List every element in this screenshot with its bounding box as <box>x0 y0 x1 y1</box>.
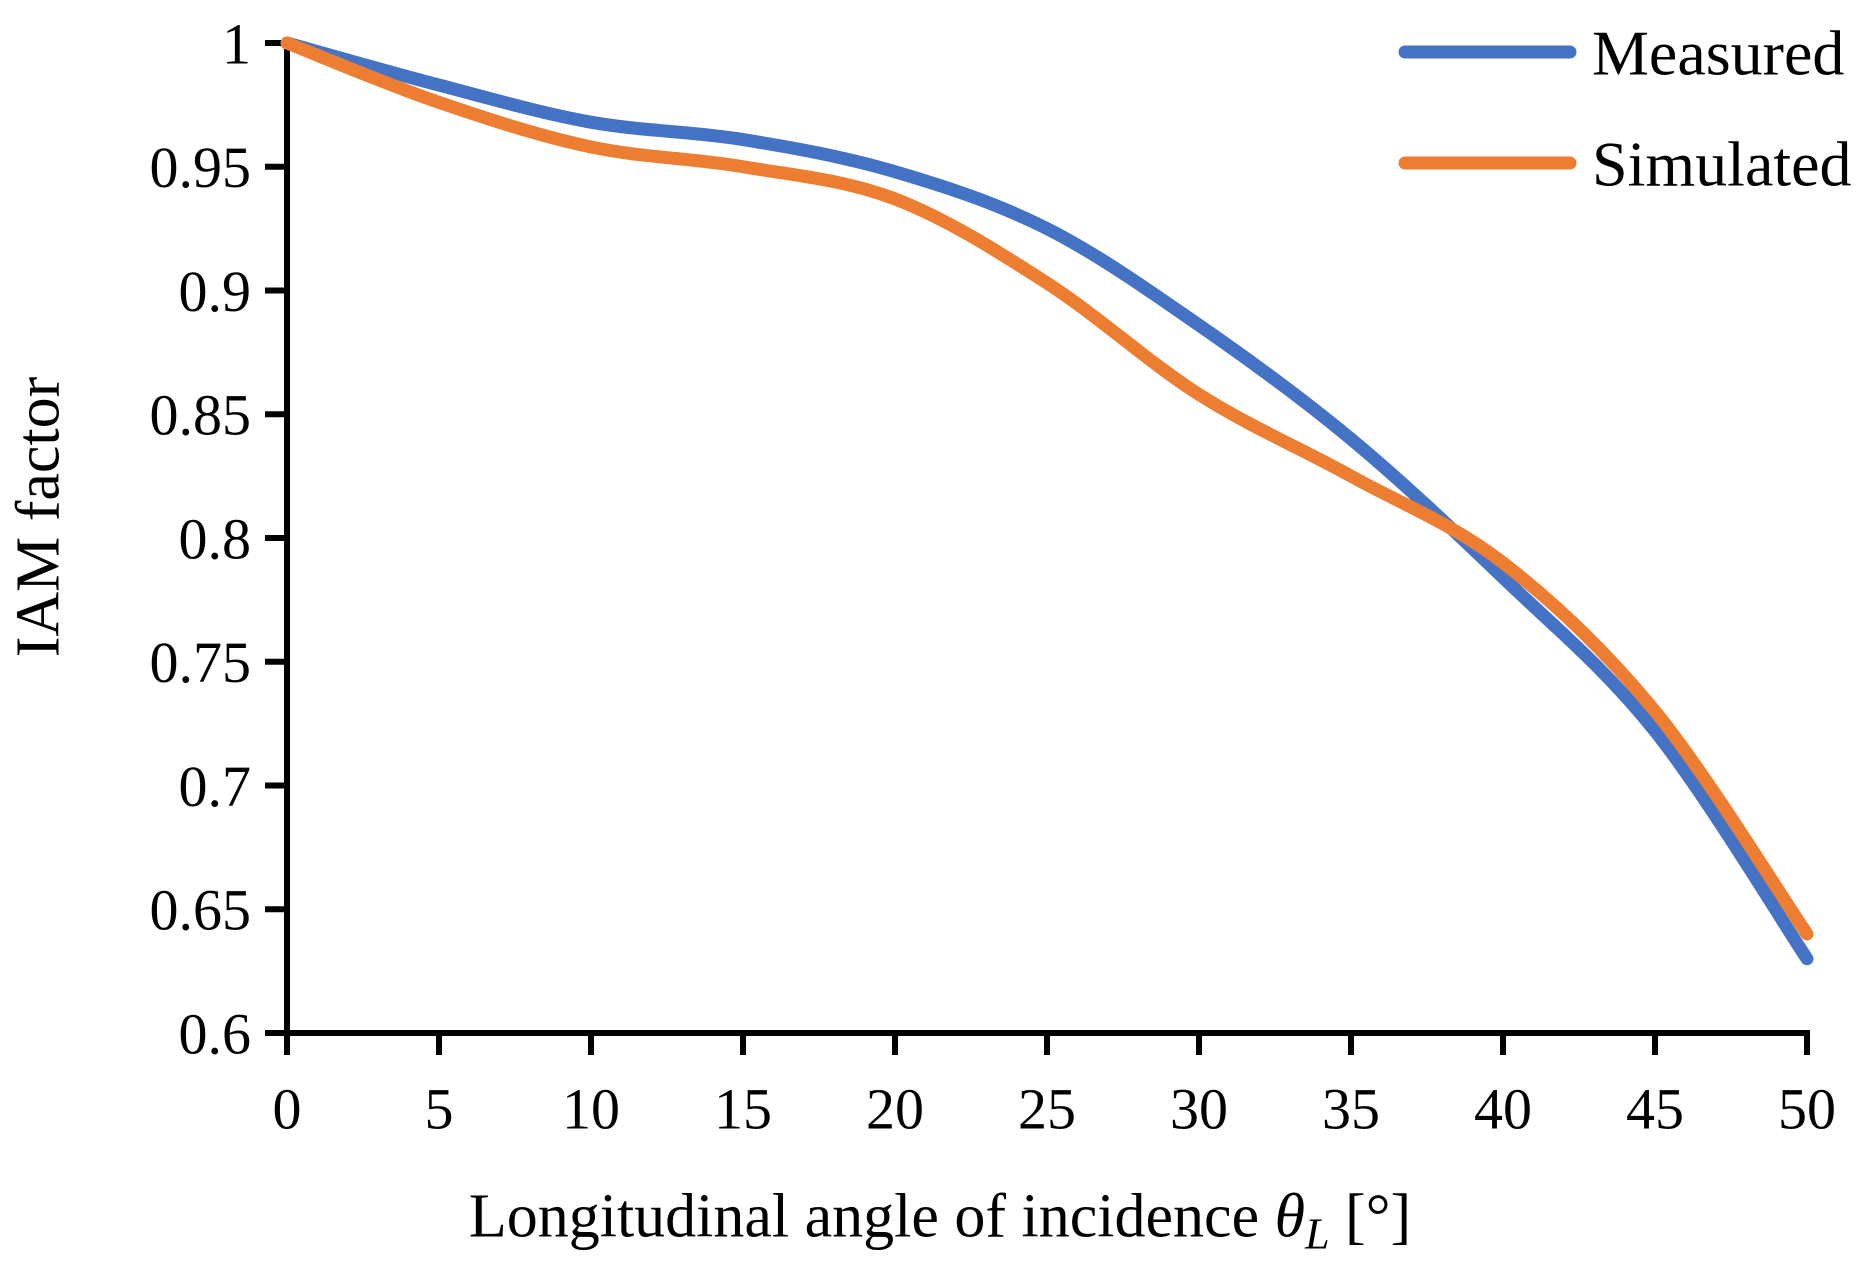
y-tick-label: 0.9 <box>179 259 252 324</box>
legend-label-measured: Measured <box>1592 17 1844 88</box>
y-tick-label: 0.75 <box>150 630 252 695</box>
x-axis-unit: [°] <box>1330 1183 1412 1251</box>
legend: Measured Simulated <box>1398 17 1852 199</box>
y-tick-label: 1 <box>222 11 251 76</box>
series-lines <box>280 36 1814 966</box>
y-tick-label: 0.85 <box>150 383 252 448</box>
series-line-simulated <box>280 36 1814 941</box>
y-tick-label: 0.8 <box>179 506 252 571</box>
x-axis-title: Longitudinal angle of incidence θL [°] <box>469 1183 1411 1259</box>
x-tick-label: 10 <box>562 1076 620 1141</box>
x-tick-label: 50 <box>1778 1076 1836 1141</box>
x-tick-label: 15 <box>714 1076 772 1141</box>
x-tick-label: 20 <box>866 1076 924 1141</box>
x-tick-label: 45 <box>1626 1076 1684 1141</box>
y-tick-label: 0.95 <box>150 135 252 200</box>
y-tick-label: 0.6 <box>179 1001 252 1066</box>
theta-symbol: θ <box>1275 1183 1305 1251</box>
x-tick-label: 0 <box>273 1076 302 1141</box>
theta-subscript: L <box>1304 1210 1329 1259</box>
x-tick-label: 5 <box>425 1076 454 1141</box>
x-axis-title-text: Longitudinal angle of incidence <box>469 1183 1275 1251</box>
x-tick-label: 30 <box>1170 1076 1228 1141</box>
x-tick-label: 25 <box>1018 1076 1076 1141</box>
x-tick-label: 35 <box>1322 1076 1380 1141</box>
axes: 1 0.95 0.9 0.85 0.8 0.75 0.7 0.65 0.6 0 5 10 15 20 25 3… <box>150 11 1837 1141</box>
x-tick-label: 40 <box>1474 1076 1532 1141</box>
y-axis-title: IAM factor <box>5 376 73 657</box>
series-line-measured <box>280 36 1814 966</box>
legend-label-simulated: Simulated <box>1592 128 1852 199</box>
y-tick-label: 0.65 <box>150 878 252 943</box>
y-tick-label: 0.7 <box>179 754 252 819</box>
